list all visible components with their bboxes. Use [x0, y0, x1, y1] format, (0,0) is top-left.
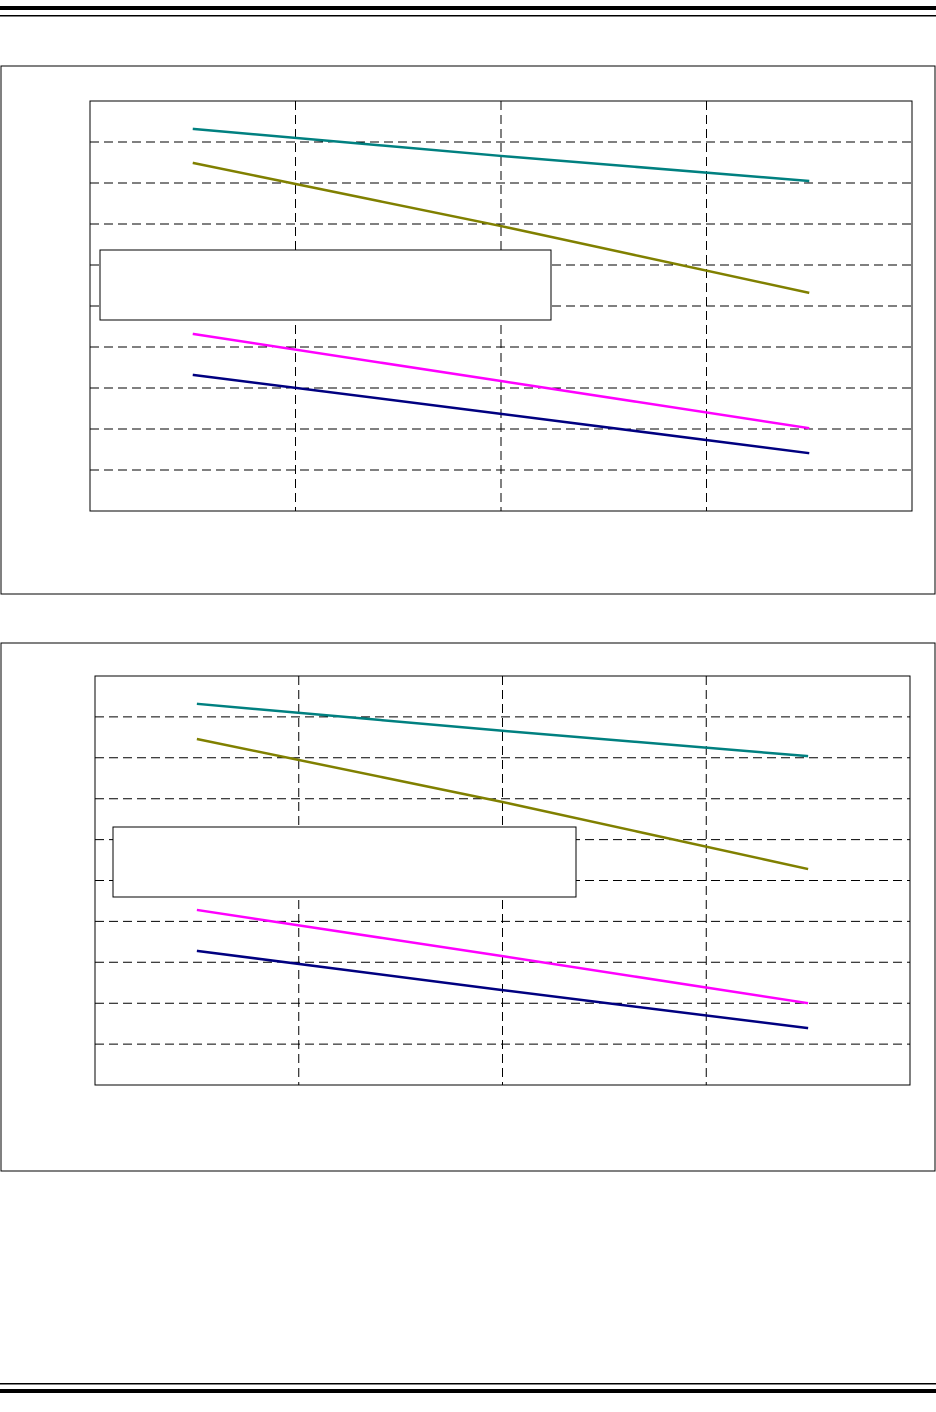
header-rule	[0, 6, 936, 10]
series-line	[192, 373, 810, 455]
chart-frame	[0, 642, 936, 1172]
legend-box	[99, 249, 552, 321]
series-line	[196, 949, 809, 1030]
legend-box	[112, 826, 577, 898]
footer-rule	[0, 1389, 936, 1393]
footer-rule	[0, 1383, 936, 1385]
chart	[94, 675, 911, 1086]
series-line	[192, 127, 810, 183]
chart	[89, 100, 913, 512]
series-line	[192, 332, 810, 430]
series-line	[196, 737, 809, 871]
series-line	[196, 702, 809, 758]
series-line	[192, 161, 810, 295]
header-rule	[0, 15, 936, 17]
chart-frame	[0, 65, 936, 595]
charts	[89, 100, 913, 1086]
series-line	[196, 908, 809, 1005]
